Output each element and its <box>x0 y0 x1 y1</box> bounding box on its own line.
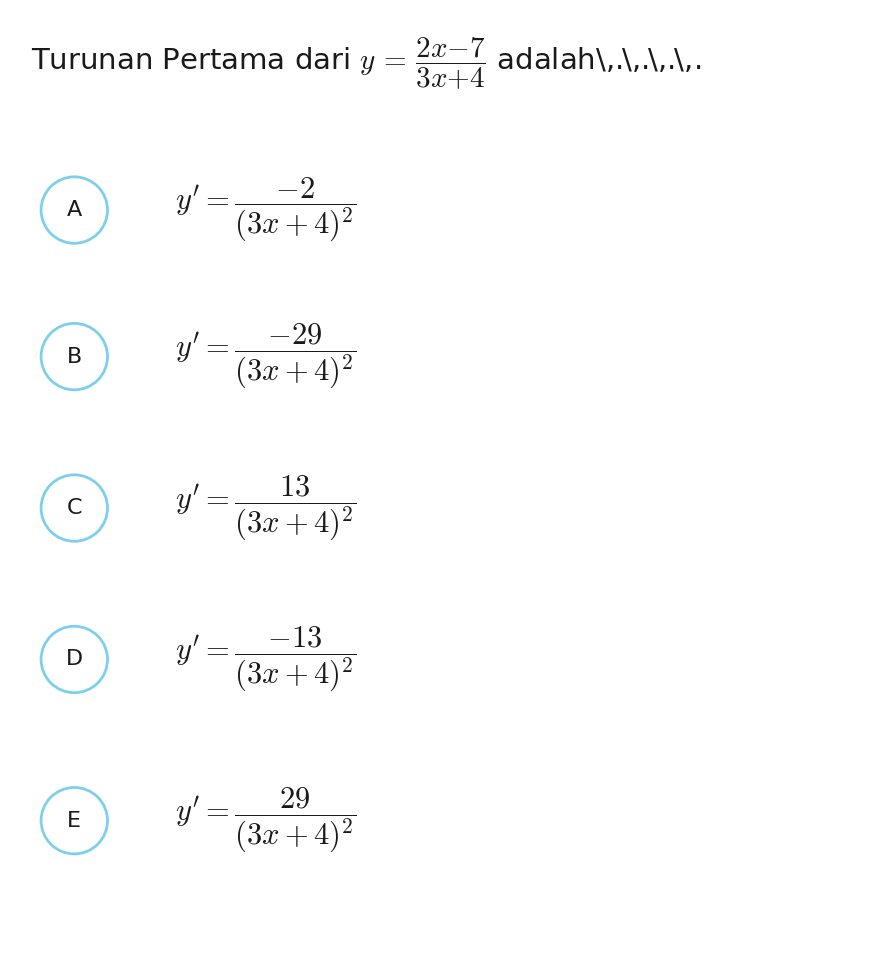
Text: Turunan Pertama dari $y\,{=}\,\dfrac{2x{-}7}{3x{+}4}$ adalah\,.\,.\,.\,.: Turunan Pertama dari $y\,{=}\,\dfrac{2x{… <box>31 35 701 92</box>
Text: E: E <box>67 811 81 830</box>
Text: B: B <box>66 347 82 366</box>
Text: C: C <box>66 498 82 518</box>
Text: $y' = \dfrac{−13}{(3x+4)^2}$: $y' = \dfrac{−13}{(3x+4)^2}$ <box>175 624 357 695</box>
Text: $y' = \dfrac{−2}{(3x+4)^2}$: $y' = \dfrac{−2}{(3x+4)^2}$ <box>175 176 357 244</box>
Text: A: A <box>66 200 82 220</box>
Text: D: D <box>66 650 83 669</box>
Text: $y' = \dfrac{−29}{(3x+4)^2}$: $y' = \dfrac{−29}{(3x+4)^2}$ <box>175 321 357 392</box>
Text: $y' = \dfrac{13}{(3x+4)^2}$: $y' = \dfrac{13}{(3x+4)^2}$ <box>175 473 357 543</box>
Text: $y' = \dfrac{29}{(3x+4)^2}$: $y' = \dfrac{29}{(3x+4)^2}$ <box>175 786 357 856</box>
